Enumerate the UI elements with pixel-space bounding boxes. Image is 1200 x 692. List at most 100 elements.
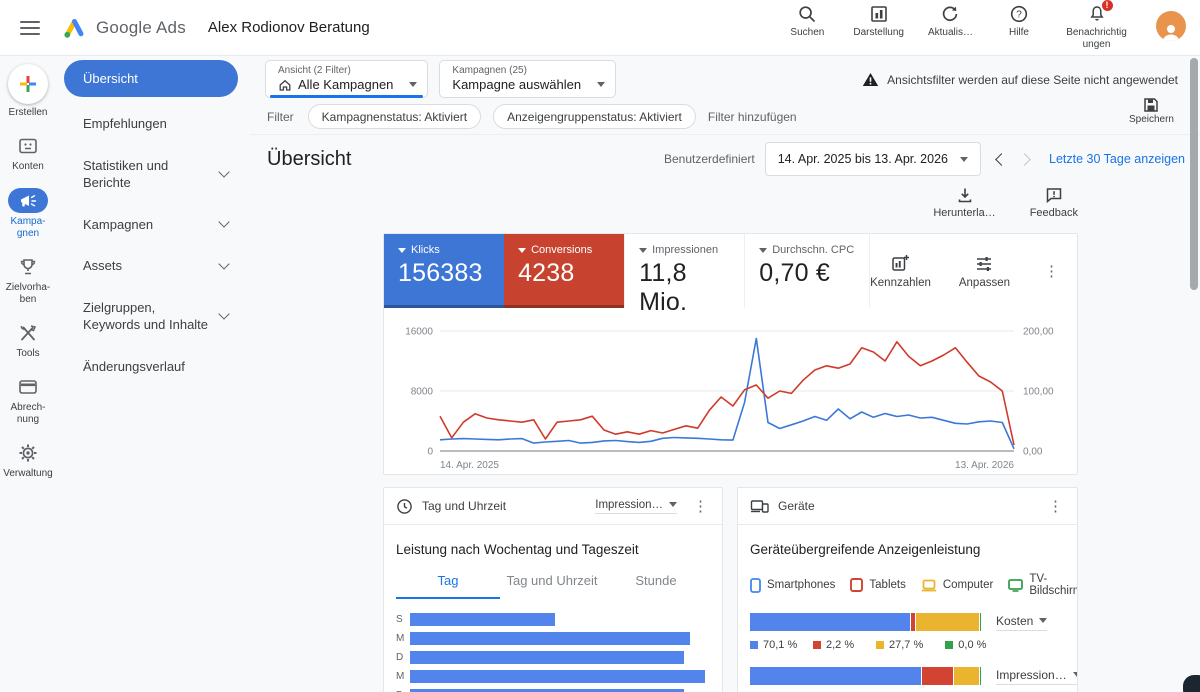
- rail-item-konten[interactable]: Konten: [12, 134, 44, 173]
- device-percentages: 70,1 %2,2 %27,7 %0,0 %: [750, 639, 1002, 651]
- subnav-item-zielgruppen[interactable]: Zielgruppen, Keywords und Inhalte: [56, 287, 250, 346]
- rail-item-abrechnung[interactable]: Abrech- nung: [10, 375, 45, 426]
- campaigns-icon: [8, 188, 48, 213]
- help-icon: ?: [1009, 4, 1029, 24]
- chart-actions: Kennzahlen Anpassen ⋮: [869, 234, 1077, 308]
- overlay-corner: [1183, 675, 1200, 692]
- save-icon: [1142, 96, 1160, 114]
- trophy-icon: [17, 255, 39, 279]
- tab-stunde[interactable]: Stunde: [604, 573, 708, 599]
- menu-icon[interactable]: [20, 21, 40, 35]
- device-metric-dropdown[interactable]: Impression…: [996, 668, 1078, 685]
- legend-computer: Computer: [921, 579, 994, 592]
- metric-card-cpc[interactable]: Durchschn. CPC 0,70 €: [744, 234, 869, 308]
- avatar[interactable]: [1156, 11, 1186, 41]
- device-percentage: 2,2 %: [813, 639, 876, 651]
- metrics-icon: [890, 253, 910, 273]
- subnav-item-kampagnen[interactable]: Kampagnen: [56, 204, 250, 246]
- device-bar-segment: [980, 667, 982, 685]
- metric-cards: Klicks 156383 Conversions 4238 Impressio…: [384, 234, 1077, 308]
- metric-card-klicks[interactable]: Klicks 156383: [384, 234, 504, 308]
- metric-value: 0,70 €: [759, 259, 861, 288]
- svg-text:8000: 8000: [411, 387, 434, 398]
- device-card-title: Geräteübergreifende Anzeigenleistung: [750, 542, 1063, 557]
- google-ads-logo: Google Ads: [60, 16, 186, 40]
- rail-item-zielvorhaben[interactable]: Zielvorha- ben: [6, 255, 50, 306]
- subnav-item-assets[interactable]: Assets: [56, 245, 250, 287]
- weekday-bar: [410, 613, 555, 626]
- rail-item-verwaltung[interactable]: Verwaltung: [3, 441, 52, 480]
- caret-down-icon: [960, 157, 968, 162]
- refresh-button[interactable]: Aktualis…: [928, 4, 973, 38]
- date-mode-label: Benutzerdefiniert: [664, 152, 755, 166]
- chevron-down-icon: [218, 309, 229, 320]
- vertical-scrollbar[interactable]: [1190, 58, 1198, 290]
- date-range-picker[interactable]: 14. Apr. 2025 bis 13. Apr. 2026: [765, 142, 981, 176]
- subnav-item-empfehlungen[interactable]: Empfehlungen: [56, 103, 250, 145]
- time-card-title: Leistung nach Wochentag und Tageszeit: [396, 542, 708, 557]
- tv-icon: [1008, 579, 1023, 592]
- help-button[interactable]: ? Hilfe: [997, 4, 1041, 38]
- add-filter-button[interactable]: Filter hinzufügen: [708, 110, 797, 124]
- caret-down-icon: [669, 502, 677, 507]
- legend-tablets: Tablets: [850, 578, 905, 592]
- view-controls: Ansicht (2 Filter) Alle Kampagnen Kampag…: [265, 60, 616, 98]
- legend-swatch: [945, 641, 953, 649]
- tab-tag[interactable]: Tag: [396, 573, 500, 599]
- next-period-button[interactable]: [1018, 153, 1031, 166]
- previous-period-button[interactable]: [995, 153, 1008, 166]
- weekday-label: M: [396, 633, 410, 644]
- svg-text:0,00: 0,00: [1023, 447, 1043, 458]
- weekday-label: S: [396, 614, 410, 625]
- device-row: Impression…: [750, 667, 1063, 685]
- metric-card-impressionen[interactable]: Impressionen 11,8 Mio.: [624, 234, 744, 308]
- device-percentage: 27,7 %: [876, 639, 945, 651]
- chevron-down-icon: [218, 166, 229, 177]
- report-actions: Herunterla… Feedback: [933, 186, 1078, 219]
- caret-down-icon: [398, 248, 406, 253]
- view-filter-dropdown[interactable]: Ansicht (2 Filter) Alle Kampagnen: [265, 60, 428, 98]
- more-options-icon[interactable]: ⋮: [687, 495, 714, 518]
- device-percentage: 70,1 %: [750, 639, 813, 651]
- subnav-item-aenderungsverlauf[interactable]: Änderungsverlauf: [56, 346, 250, 388]
- rail-item-tools[interactable]: Tools: [16, 321, 39, 360]
- more-options-icon[interactable]: ⋮: [1042, 495, 1069, 518]
- metric-card-conversions[interactable]: Conversions 4238: [504, 234, 624, 308]
- tab-tag-und-uhrzeit[interactable]: Tag und Uhrzeit: [500, 573, 604, 599]
- search-button[interactable]: Suchen: [785, 4, 829, 38]
- title-row: Übersicht Benutzerdefiniert 14. Apr. 202…: [267, 140, 1185, 178]
- home-icon: [278, 78, 292, 92]
- filter-chip-kampagnenstatus[interactable]: Kampagnenstatus: Aktiviert: [308, 104, 481, 129]
- save-button[interactable]: Speichern: [1129, 96, 1174, 125]
- side-navigation: Übersicht Empfehlungen Statistiken und B…: [56, 56, 250, 692]
- create-button[interactable]: Erstellen: [8, 64, 48, 119]
- subnav-item-uebersicht[interactable]: Übersicht: [64, 60, 238, 97]
- last-30-days-link[interactable]: Letzte 30 Tage anzeigen: [1049, 152, 1185, 166]
- device-bar-segment: [954, 667, 980, 685]
- filter-bar: Filter Kampagnenstatus: Aktiviert Anzeig…: [267, 104, 797, 129]
- appearance-button[interactable]: Darstellung: [853, 4, 904, 38]
- rail-item-kampagnen[interactable]: Kampa- gnen: [8, 188, 48, 240]
- app-name: Google Ads: [96, 18, 186, 38]
- kennzahlen-button[interactable]: Kennzahlen: [870, 253, 931, 289]
- plus-icon: [8, 64, 48, 104]
- feedback-button[interactable]: Feedback: [1030, 186, 1078, 219]
- more-options-icon[interactable]: ⋮: [1038, 260, 1065, 283]
- time-metric-dropdown[interactable]: Impression…: [595, 499, 677, 514]
- subnav-item-statistiken[interactable]: Statistiken und Berichte: [56, 145, 250, 204]
- device-metric-dropdown[interactable]: Kosten: [996, 614, 1047, 631]
- legend-smartphones: Smartphones: [750, 578, 835, 593]
- device-bar-segment: [750, 613, 911, 631]
- laptop-icon: [921, 579, 937, 592]
- download-button[interactable]: Herunterla…: [933, 186, 995, 219]
- notifications-button[interactable]: ! Benachrichtigungen: [1065, 4, 1128, 52]
- view-filter-warning: Ansichtsfilter werden auf diese Seite ni…: [862, 72, 1178, 87]
- tablet-icon: [850, 578, 863, 592]
- caret-down-icon: [1039, 618, 1047, 623]
- campaign-select-dropdown[interactable]: Kampagnen (25) Kampagne auswählen: [439, 60, 616, 98]
- filter-chip-anzeigengruppenstatus[interactable]: Anzeigengruppenstatus: Aktiviert: [493, 104, 696, 129]
- device-card-header: Geräte ⋮: [738, 488, 1077, 525]
- device-row: Kosten: [750, 613, 1063, 631]
- feedback-icon: [1045, 186, 1063, 204]
- anpassen-button[interactable]: Anpassen: [959, 253, 1010, 289]
